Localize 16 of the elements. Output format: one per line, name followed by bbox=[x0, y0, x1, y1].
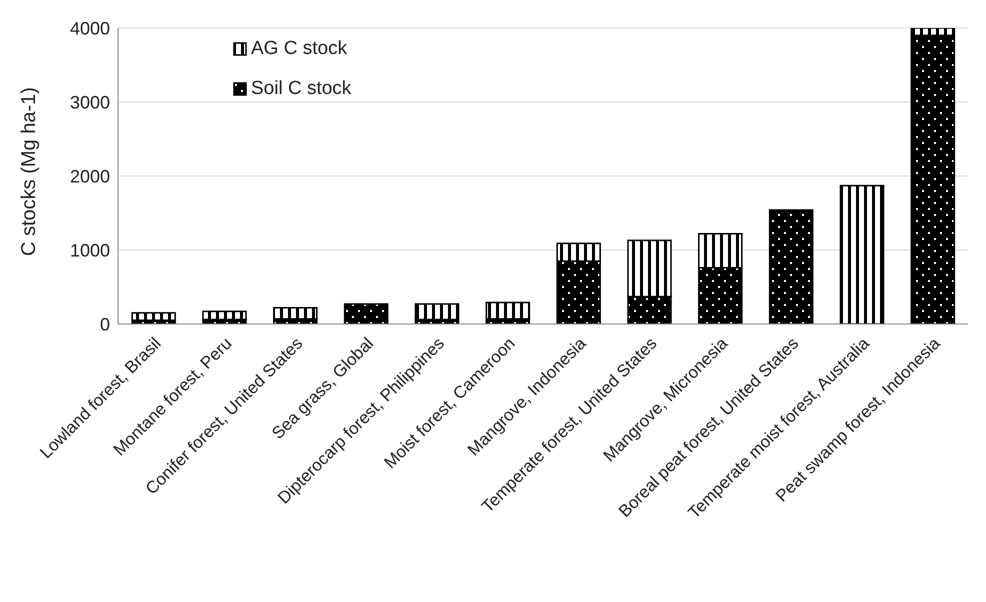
bar bbox=[486, 302, 530, 320]
y-tick-label: 0 bbox=[100, 314, 110, 334]
legend-label: AG C stock bbox=[251, 38, 348, 60]
bar bbox=[414, 303, 460, 320]
y-tick-label: 1000 bbox=[70, 240, 110, 260]
bar bbox=[840, 184, 884, 324]
y-tick-label: 2000 bbox=[70, 166, 110, 186]
y-tick-label: 3000 bbox=[70, 92, 110, 112]
bar bbox=[344, 303, 388, 324]
bar bbox=[273, 306, 318, 320]
bar bbox=[768, 209, 814, 324]
y-axis-title: C stocks (Mg ha-1) bbox=[18, 87, 40, 256]
legend-label: Soil C stock bbox=[251, 78, 352, 100]
bar bbox=[131, 312, 176, 322]
y-tick-label: 4000 bbox=[70, 18, 110, 38]
bar bbox=[202, 310, 247, 320]
